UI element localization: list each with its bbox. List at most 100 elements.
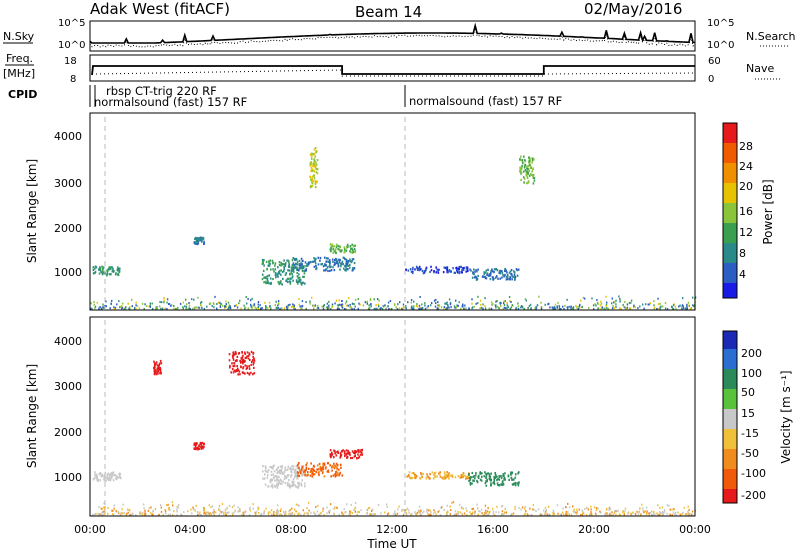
power-ground-cell xyxy=(194,306,196,309)
power-ground-cell xyxy=(455,299,457,302)
velocity-cell xyxy=(246,366,248,369)
power-ground-cell xyxy=(510,301,512,303)
power-ground-cell xyxy=(633,305,635,308)
power-ground-cell xyxy=(450,306,452,309)
power-ground-cell xyxy=(554,306,556,309)
velocity-ground-cell xyxy=(284,514,286,516)
power-cell xyxy=(328,260,330,263)
power-cell xyxy=(312,164,314,168)
power-ground-cell xyxy=(596,307,599,310)
power-cell xyxy=(268,282,270,285)
power-cell xyxy=(473,273,475,276)
power-cell xyxy=(527,181,529,184)
power-cell xyxy=(316,159,319,162)
velocity-cell xyxy=(282,472,285,475)
velocity-cell xyxy=(310,462,312,465)
velocity-ground-cell xyxy=(276,504,279,507)
velocity-cell xyxy=(284,475,286,478)
power-ground-cell xyxy=(534,307,536,310)
velocity-ground-cell xyxy=(322,509,324,512)
power-ground-cell xyxy=(529,303,532,306)
velocity-ground-cell xyxy=(369,513,371,516)
velocity-cell xyxy=(271,486,274,489)
velocity-cell xyxy=(156,368,158,371)
power-ground-cell xyxy=(601,306,603,309)
velocity-cell xyxy=(408,476,411,479)
velocity-cell xyxy=(92,478,95,481)
power-cell xyxy=(435,266,437,269)
power-ground-cell xyxy=(325,306,328,309)
velocity-cell xyxy=(346,455,349,458)
power-cell xyxy=(483,271,486,274)
power-cell xyxy=(458,268,460,271)
power-ground-cell xyxy=(246,302,248,305)
power-ground-cell xyxy=(430,304,432,307)
velocity-ground-cell xyxy=(386,513,389,516)
power-cell xyxy=(499,269,502,272)
power-cell xyxy=(289,277,292,280)
velocity-ground-cell xyxy=(135,514,137,517)
power-cell xyxy=(347,261,349,264)
velocity-cell xyxy=(443,471,446,474)
velocity-cell xyxy=(155,373,158,376)
power-cell xyxy=(504,273,506,276)
power-ground-cell xyxy=(238,302,240,305)
velocity-ground-cell xyxy=(472,511,474,514)
velocity-ground-cell xyxy=(420,509,422,512)
power-cell xyxy=(484,276,487,280)
velocity-ground-cell xyxy=(461,512,463,515)
power-ground-cell xyxy=(619,300,621,303)
power-ground-cell xyxy=(563,308,565,310)
velocity-cell xyxy=(420,472,422,475)
power-ground-cell xyxy=(250,305,252,308)
velocity-cell xyxy=(228,353,231,356)
power-cell xyxy=(329,266,331,269)
power-cell xyxy=(315,267,318,270)
power-cell xyxy=(294,266,297,269)
velocity-cell xyxy=(262,477,264,480)
power-ground-cell xyxy=(618,295,620,298)
velocity-cell xyxy=(322,470,324,473)
velocity-ground-cell xyxy=(177,506,180,509)
velocity-ground-cell xyxy=(221,503,224,505)
velocity-ground-cell xyxy=(568,513,570,515)
power-cell xyxy=(112,270,115,273)
power-cell xyxy=(196,237,199,240)
velocity-cell xyxy=(474,474,477,477)
power-ground-cell xyxy=(510,306,513,309)
velocity-ground-cell xyxy=(576,508,578,511)
power-cell xyxy=(296,271,298,275)
velocity-ground-cell xyxy=(514,508,516,511)
power-cell xyxy=(326,266,329,269)
velocity-cell xyxy=(237,373,239,376)
velocity-ground-cell xyxy=(380,512,382,515)
velocity-cell xyxy=(444,474,447,478)
velocity-ground-cell xyxy=(573,508,575,511)
power-cell xyxy=(288,261,290,264)
velocity-ground-cell xyxy=(639,507,641,510)
power-cell xyxy=(523,155,525,158)
power-ground-cell xyxy=(497,305,499,308)
power-ground-cell xyxy=(373,298,375,301)
velocity-cell xyxy=(448,472,450,475)
velocity-cell xyxy=(298,474,301,478)
power-cell xyxy=(301,269,304,272)
velocity-cell xyxy=(277,470,280,473)
velocity-cell xyxy=(434,471,437,474)
velocity-cell xyxy=(327,469,330,472)
velocity-ground-cell xyxy=(575,511,577,514)
velocity-ground-cell xyxy=(453,513,455,516)
power-ground-cell xyxy=(189,308,191,311)
velocity-cell xyxy=(276,484,279,487)
power-cell xyxy=(336,244,339,247)
power-cell xyxy=(520,171,522,174)
velocity-cell xyxy=(414,473,416,476)
velocity-ground-cell xyxy=(176,510,178,513)
velocity-cell xyxy=(502,475,504,478)
velocity-cell xyxy=(153,369,156,372)
power-cell xyxy=(287,269,289,272)
power-cell xyxy=(335,246,338,249)
velocity-ground-cell xyxy=(472,507,475,510)
power-cell xyxy=(521,166,523,169)
power-cell xyxy=(430,269,433,272)
